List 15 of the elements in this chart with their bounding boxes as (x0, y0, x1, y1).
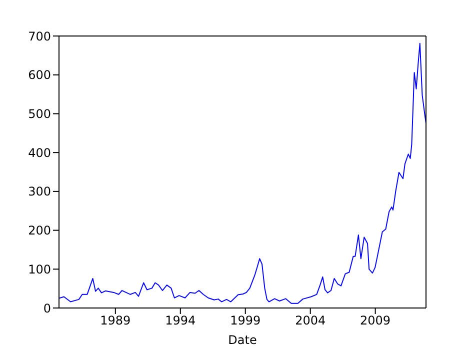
x-tick-label: 1994 (165, 314, 196, 328)
y-tick-label: 200 (28, 224, 51, 238)
x-tick-label: 2009 (360, 314, 391, 328)
x-axis-title: Date (228, 333, 257, 347)
y-tick-label: 700 (28, 29, 51, 44)
x-tick-label: 1989 (100, 314, 131, 328)
y-tick-label: 600 (28, 68, 51, 82)
line-series (59, 42, 426, 304)
x-tick-label: 2004 (295, 314, 326, 328)
y-tick-label: 500 (28, 106, 51, 121)
y-tick-label: 300 (28, 184, 51, 199)
y-tick-label: 0 (43, 301, 51, 316)
x-tick-label: 1999 (230, 314, 261, 328)
y-tick-label: 100 (28, 262, 51, 276)
y-tick-label: 400 (28, 146, 51, 160)
